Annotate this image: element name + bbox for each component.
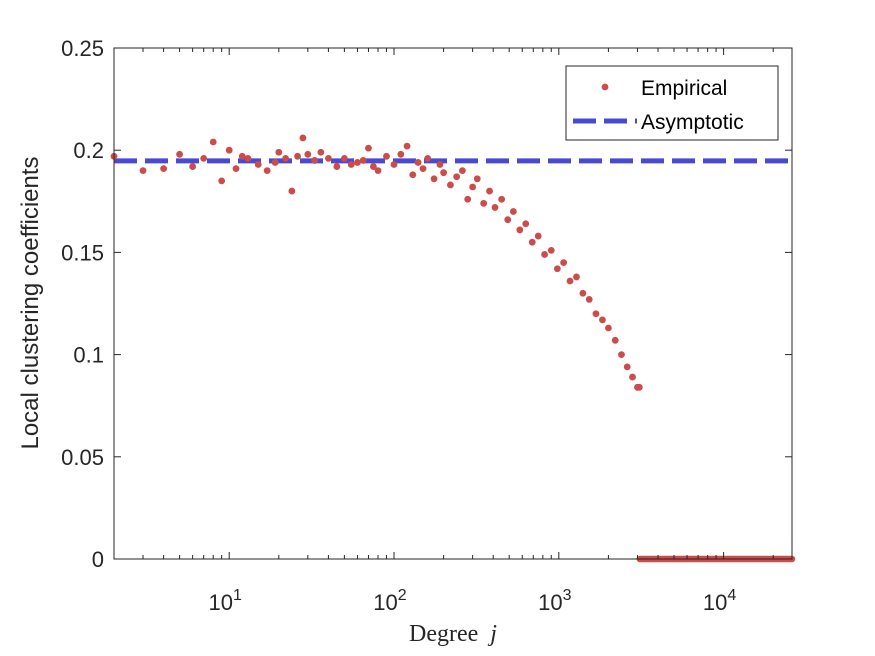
empirical-point: [629, 373, 636, 381]
empirical-point: [263, 167, 271, 175]
empirical-point: [419, 165, 427, 173]
empirical-point: [160, 165, 168, 173]
empirical-point: [347, 161, 355, 168]
empirical-point: [585, 296, 593, 303]
empirical-point: [430, 175, 438, 183]
empirical-point: [232, 165, 240, 173]
empirical-point: [440, 169, 448, 177]
empirical-point: [414, 159, 422, 166]
empirical-point: [275, 148, 283, 156]
empirical-point: [189, 163, 197, 170]
y-axis-title: Local clustering coefficients: [17, 156, 44, 449]
x-axis-title: Degree j: [409, 621, 497, 647]
empirical-point: [225, 146, 233, 154]
empirical-point: [566, 277, 574, 285]
y-tick-label: 0.05: [61, 445, 104, 470]
empirical-point: [618, 351, 625, 358]
empirical-point: [370, 163, 377, 170]
empirical-point: [311, 157, 319, 164]
empirical-point: [176, 150, 183, 158]
empirical-point: [509, 208, 517, 215]
empirical-point: [469, 183, 477, 191]
empirical-point: [139, 167, 147, 175]
empirical-point: [374, 167, 382, 175]
empirical-point: [333, 163, 341, 170]
y-tick-label: 0.15: [61, 240, 104, 265]
x-tick-label: 103: [538, 587, 571, 615]
data-layer: [110, 134, 796, 563]
empirical-point: [547, 246, 555, 254]
empirical-point: [534, 232, 542, 240]
empirical-point: [218, 177, 226, 185]
axes-layer: 0 0.05 0.1 0.15 0.2 0.25 101 102 103 104: [61, 36, 793, 615]
y-tick-label: 0.2: [73, 138, 104, 163]
empirical-point: [390, 161, 398, 168]
x-tick-label: 104: [703, 587, 736, 615]
empirical-point: [254, 161, 262, 168]
legend-empirical-label: Empirical: [641, 77, 727, 100]
empirical-point: [397, 150, 405, 158]
empirical-point: [528, 238, 536, 246]
empirical-point: [635, 383, 643, 391]
empirical-point: [340, 154, 348, 162]
empirical-point: [522, 220, 530, 228]
empirical-point: [282, 154, 290, 162]
empirical-point: [304, 150, 312, 158]
empirical-point: [553, 265, 561, 273]
empirical-point: [209, 138, 217, 146]
empirical-point: [200, 154, 208, 162]
empirical-point: [592, 310, 600, 318]
legend: Empirical Asymptotic: [565, 65, 779, 141]
x-tick-label: 102: [373, 587, 406, 615]
empirical-point: [473, 175, 481, 183]
empirical-point: [294, 152, 301, 160]
empirical-point: [486, 187, 493, 195]
empirical-point: [424, 154, 432, 162]
empirical-point: [623, 363, 631, 371]
empirical-point: [447, 181, 454, 189]
empirical-point: [573, 273, 580, 281]
y-tick-label: 0.1: [73, 343, 104, 368]
empirical-point: [365, 144, 372, 152]
empirical-point: [541, 251, 548, 258]
legend-empirical-marker: [601, 83, 609, 91]
empirical-point: [464, 195, 472, 203]
empirical-point: [403, 142, 411, 150]
empirical-point: [480, 199, 488, 207]
empirical-point: [504, 216, 512, 224]
empirical-point: [359, 157, 367, 164]
empirical-point: [453, 173, 461, 181]
empirical-point: [409, 171, 417, 179]
empirical-point: [271, 159, 279, 166]
empirical-point: [317, 148, 325, 156]
legend-box: [565, 65, 779, 141]
empirical-point: [579, 289, 587, 297]
empirical-point: [498, 195, 506, 203]
empirical-point: [238, 152, 246, 160]
empirical-point: [458, 167, 466, 175]
x-tick-label: 101: [208, 587, 241, 615]
empirical-point: [516, 226, 524, 234]
empirical-point: [436, 161, 444, 168]
empirical-point: [560, 259, 568, 267]
empirical-point: [244, 154, 252, 162]
empirical-point: [491, 204, 499, 211]
empirical-point: [383, 152, 390, 160]
empirical-point: [605, 324, 612, 332]
axes-box: [113, 47, 793, 560]
empirical-point: [599, 316, 606, 324]
legend-asymptotic-label: Asymptotic: [641, 111, 744, 134]
empirical-point: [354, 159, 361, 166]
empirical-point: [288, 187, 296, 195]
y-tick-label: 0: [92, 547, 104, 572]
y-tick-label: 0.25: [61, 36, 104, 61]
empirical-point: [299, 134, 307, 142]
empirical-point: [325, 154, 332, 162]
empirical-point: [611, 336, 619, 344]
